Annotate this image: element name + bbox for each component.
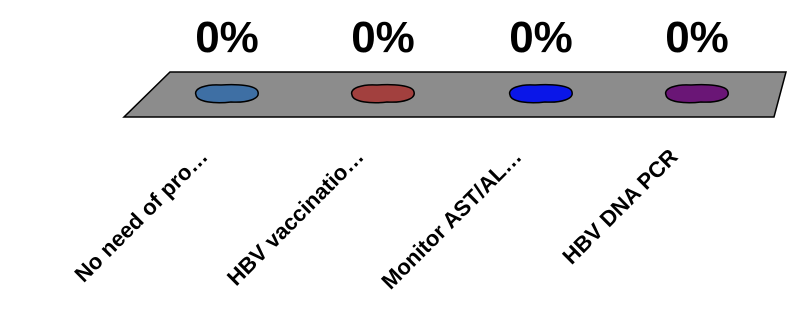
category-label: Monitor AST/AL… xyxy=(376,144,526,294)
bar xyxy=(508,83,573,104)
category-label: HBV vaccinatio… xyxy=(222,144,368,290)
bar xyxy=(194,83,259,104)
value-label: 0% xyxy=(351,13,415,62)
bar xyxy=(664,83,729,104)
value-label: 0% xyxy=(665,13,729,62)
chart-floor xyxy=(122,71,787,118)
value-label: 0% xyxy=(195,13,259,62)
value-label: 0% xyxy=(509,13,573,62)
bar xyxy=(350,83,415,104)
category-label: HBV DNA PCR xyxy=(557,144,682,269)
chart-marks: 0% No need of pro… 0% HBV vaccinatio… 0% Moni… xyxy=(70,13,729,294)
category-label: No need of pro… xyxy=(70,144,213,287)
